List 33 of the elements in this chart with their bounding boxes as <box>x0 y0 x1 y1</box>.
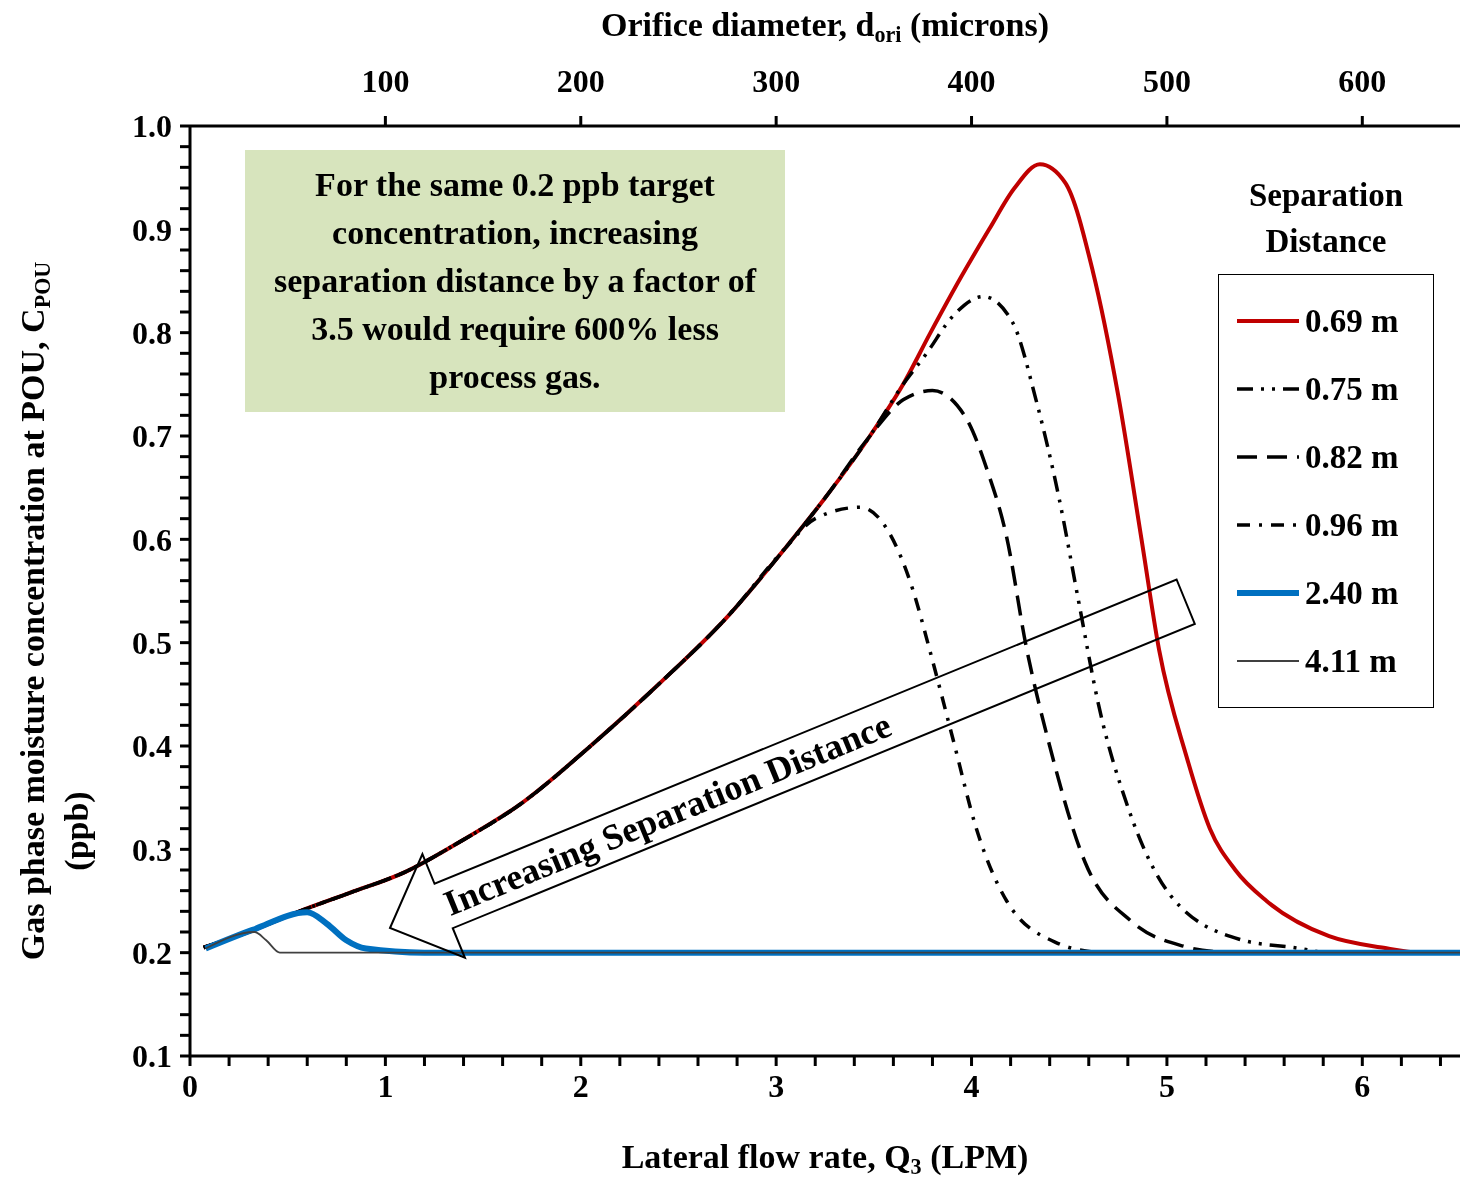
x2-axis-title: Orifice diameter, d$_{ori}$ (microns) <box>600 6 1050 47</box>
legend-label: 2.40 m <box>1305 574 1399 612</box>
x-tick-label: 3 <box>768 1067 785 1104</box>
y-tick-label: 1.0 <box>132 108 172 145</box>
y-tick-label: 0.2 <box>132 935 172 972</box>
y-tick-label: 0.3 <box>132 831 172 868</box>
x2-tick-label: 500 <box>1142 63 1191 99</box>
y-tick-label: 0.1 <box>132 1038 172 1075</box>
x-tick-label: 2 <box>572 1067 589 1104</box>
legend-label: 4.11 m <box>1305 642 1397 680</box>
annotation: For the same 0.2 ppb target concentration, increasing separation distance by a factor of 3.5 would require 600% less process gas. <box>245 150 785 412</box>
x2-tick-label: 600 <box>1338 63 1387 99</box>
x2-tick-label: 400 <box>947 63 996 99</box>
legend-label: 0.69 m <box>1305 302 1399 340</box>
legend-label: 0.82 m <box>1305 438 1399 476</box>
x2-tick-label: 200 <box>556 63 605 99</box>
x-tick-label: 1 <box>377 1067 394 1104</box>
x2-tick-label: 300 <box>752 63 801 99</box>
y-tick-label: 0.6 <box>132 521 172 558</box>
y-tick-label: 0.7 <box>132 418 172 455</box>
y-tick-label: 0.5 <box>132 625 172 662</box>
x-tick-label: 0 <box>182 1067 198 1104</box>
x-tick-label: 4 <box>963 1067 980 1104</box>
y-tick-label: 0.9 <box>132 211 172 248</box>
x-tick-label: 5 <box>1158 1067 1175 1104</box>
legend-label: 0.75 m <box>1305 370 1399 408</box>
legend-label: 0.96 m <box>1305 506 1399 544</box>
x-tick-label: 6 <box>1354 1067 1371 1104</box>
legend-title: Separation Distance <box>1248 176 1404 261</box>
y-tick-label: 0.8 <box>132 315 172 352</box>
x-axis-title: Lateral flow rate, Q$_{3}$ (LPM) <box>621 1138 1029 1178</box>
y-tick-label: 0.4 <box>132 728 172 765</box>
x2-tick-label: 100 <box>361 63 410 99</box>
